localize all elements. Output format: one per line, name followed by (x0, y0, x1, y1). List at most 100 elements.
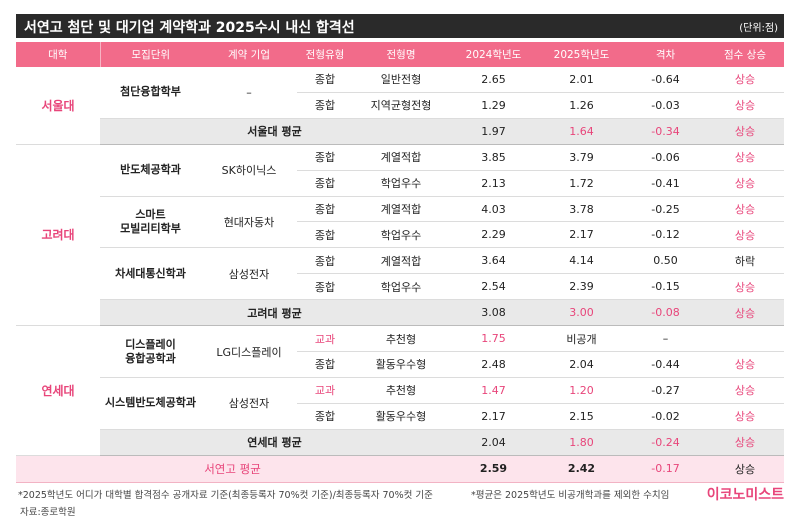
name-cell: 추천형 (353, 325, 449, 353)
y2024-cell: 2.48 (449, 351, 538, 378)
type-cell: 종합 (297, 351, 353, 378)
trend-cell: 상승 (706, 196, 784, 223)
y2025-cell: 2.42 (538, 455, 625, 483)
y2025-cell: 4.14 (538, 247, 625, 275)
gap-cell: – (625, 325, 706, 353)
table-row: 종합 학업우수 2.13 1.72 -0.41 상승 (16, 170, 784, 197)
name-cell: 학업우수 (353, 221, 449, 249)
table-row: 고려대 반도체공학과 SK하이닉스 종합 계열적합 3.85 3.79 -0.0… (16, 144, 784, 327)
dept-cell: 첨단융합학부 (100, 67, 201, 119)
y2025-cell: 3.00 (538, 299, 625, 327)
gap-cell: -0.08 (625, 299, 706, 327)
y2024-cell: 2.65 (449, 67, 538, 93)
gap-cell: -0.17 (625, 455, 706, 483)
table-row: 스마트 모빌리티학부 현대자동차 종합 계열적합 4.03 3.78 -0.25… (16, 196, 784, 249)
footnote: *2025학년도 어디가 대학별 합격점수 공개자료 기준(최종등록자 70%컷… (18, 490, 433, 501)
admission-table: 대학 모집단위 계약 기업 전형유형 전형명 2024학년도 2025학년도 격… (16, 42, 784, 483)
type-cell: 종합 (297, 247, 353, 275)
y2025-cell: 3.79 (538, 144, 625, 171)
header-type: 전형유형 (297, 42, 353, 67)
y2025-cell: 1.64 (538, 118, 625, 145)
table-row: 종합 학업우수 2.29 2.17 -0.12 상승 (16, 221, 784, 249)
gap-cell: -0.25 (625, 196, 706, 223)
trend-cell: 상승 (706, 92, 784, 119)
table-row: 차세대통신학과 삼성전자 종합 계열적합 3.64 4.14 0.50 하락 (16, 247, 784, 301)
trend-cell: 상승 (706, 273, 784, 301)
average-row: 연세대 평균 2.04 1.80 -0.24 상승 (16, 429, 784, 456)
gap-cell: -0.15 (625, 273, 706, 301)
y2024-cell: 1.47 (449, 377, 538, 404)
name-cell: 활동우수형 (353, 403, 449, 430)
type-cell: 교과 (297, 377, 353, 404)
y2025-cell: 1.26 (538, 92, 625, 119)
gap-cell: -0.34 (625, 118, 706, 145)
dept-line: 디스플레이 (125, 337, 176, 351)
trend-cell: 상승 (706, 403, 784, 430)
y2025-cell: 2.17 (538, 221, 625, 249)
source-label: 자료:종로학원 (20, 507, 76, 518)
trend-cell (706, 325, 784, 353)
y2025-cell: 3.78 (538, 196, 625, 223)
y2024-cell: 1.97 (449, 118, 538, 145)
trend-cell: 상승 (706, 351, 784, 378)
header-2025: 2025학년도 (538, 42, 625, 67)
y2024-cell: 2.04 (449, 429, 538, 456)
trend-cell: 상승 (706, 221, 784, 249)
average-label: 연세대 평균 (100, 429, 449, 456)
name-cell: 활동우수형 (353, 351, 449, 378)
trend-cell: 상승 (706, 67, 784, 93)
type-cell: 종합 (297, 221, 353, 249)
name-cell: 추천형 (353, 377, 449, 404)
y2025-cell: 1.72 (538, 170, 625, 197)
company-cell: 삼성전자 (201, 377, 297, 430)
total-label: 서연고 평균 (16, 455, 449, 483)
name-cell: 지역균형전형 (353, 92, 449, 119)
table-row: 종합 지역균형전형 1.29 1.26 -0.03 상승 (16, 92, 784, 119)
y2025-cell: 1.80 (538, 429, 625, 456)
company-cell: 삼성전자 (201, 247, 297, 301)
page-title: 서연고 첨단 및 대기업 계약학과 2025수시 내신 합격선 (24, 20, 355, 36)
y2024-cell: 3.85 (449, 144, 538, 171)
name-cell: 학업우수 (353, 273, 449, 301)
dept-line: 스마트 (135, 207, 166, 221)
dept-cell: 디스플레이 융합공학과 (100, 325, 201, 378)
trend-cell: 상승 (706, 144, 784, 171)
table-header-row: 대학 모집단위 계약 기업 전형유형 전형명 2024학년도 2025학년도 격… (16, 42, 784, 67)
y2024-cell: 3.64 (449, 247, 538, 275)
dept-cell: 시스템반도체공학과 (100, 377, 201, 430)
y2024-cell: 1.29 (449, 92, 538, 119)
gap-cell: -0.64 (625, 67, 706, 93)
gap-cell: -0.02 (625, 403, 706, 430)
univ-cell: 연세대 (16, 325, 100, 456)
dept-cell: 차세대통신학과 (100, 247, 201, 301)
gap-cell: -0.27 (625, 377, 706, 404)
trend-cell: 상승 (706, 455, 784, 483)
average-row: 서울대 평균 1.97 1.64 -0.34 상승 (16, 118, 784, 145)
dept-line: 모빌리티학부 (120, 221, 181, 235)
y2024-cell: 2.29 (449, 221, 538, 249)
table-row: 연세대 디스플레이 융합공학과 LG디스플레이 교과 추천형 1.75 비공개 … (16, 325, 784, 456)
title-bar: 서연고 첨단 및 대기업 계약학과 2025수시 내신 합격선 (단위:점) (16, 14, 784, 38)
y2024-cell: 2.59 (449, 455, 538, 483)
name-cell: 일반전형 (353, 67, 449, 93)
gap-cell: -0.06 (625, 144, 706, 171)
brand-logo: 이코노미스트 (706, 487, 784, 503)
trend-cell: 상승 (706, 299, 784, 327)
table-row: 종합 학업우수 2.54 2.39 -0.15 상승 (16, 273, 784, 301)
gap-cell: 0.50 (625, 247, 706, 275)
header-univ: 대학 (16, 42, 101, 67)
header-dept: 모집단위 (100, 42, 201, 67)
type-cell: 교과 (297, 325, 353, 353)
header-2024: 2024학년도 (449, 42, 538, 67)
y2024-cell: 4.03 (449, 196, 538, 223)
y2024-cell: 2.17 (449, 403, 538, 430)
table-row: 종합 활동우수형 2.48 2.04 -0.44 상승 (16, 351, 784, 378)
header-gap: 격차 (625, 42, 706, 67)
trend-cell: 하락 (706, 247, 784, 275)
trend-cell: 상승 (706, 170, 784, 197)
trend-cell: 상승 (706, 118, 784, 145)
dept-cell: 스마트 모빌리티학부 (100, 196, 201, 249)
trend-cell: 상승 (706, 377, 784, 404)
gap-cell: -0.24 (625, 429, 706, 456)
type-cell: 종합 (297, 144, 353, 171)
